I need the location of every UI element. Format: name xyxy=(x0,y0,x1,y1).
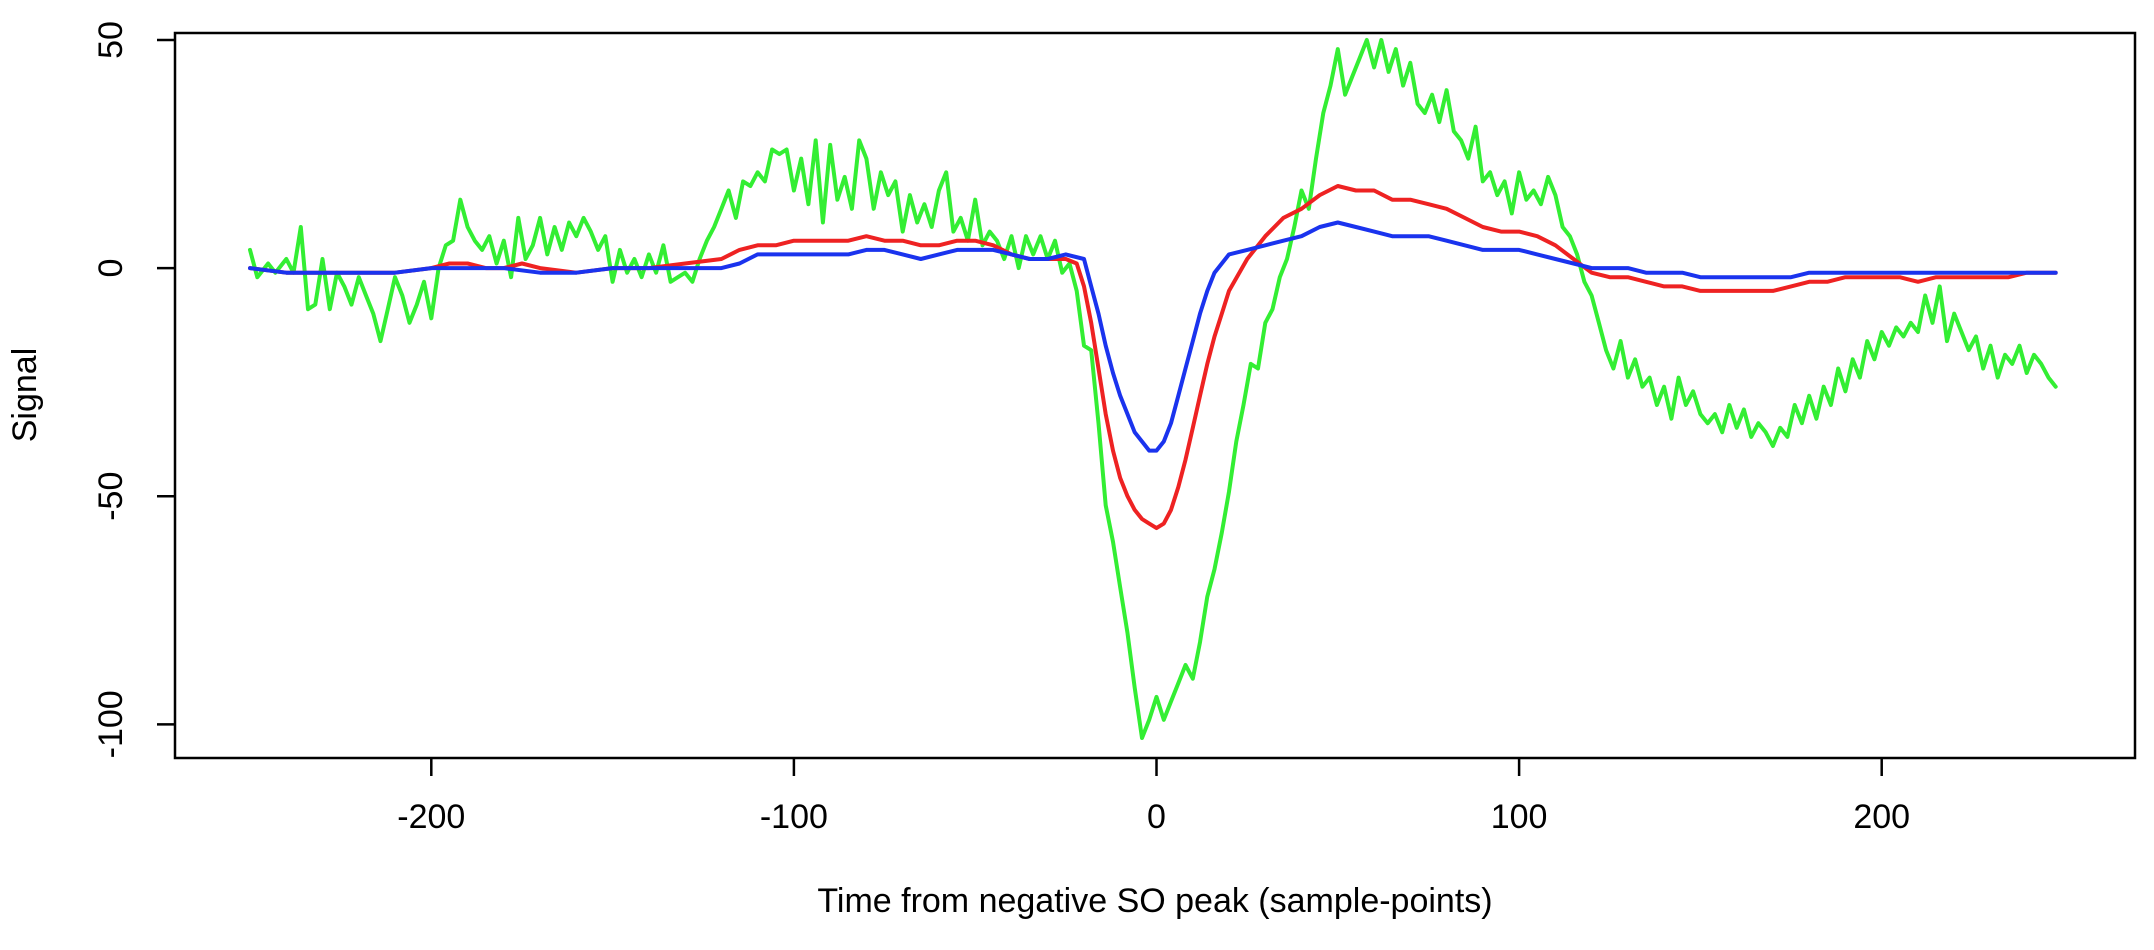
y-axis: 50 0 -50 -100 xyxy=(92,21,175,758)
y-tick-label: 50 xyxy=(92,21,130,59)
y-tick-label: -50 xyxy=(92,472,130,521)
x-tick-label: 0 xyxy=(1147,798,1166,836)
x-axis-title: Time from negative SO peak (sample-point… xyxy=(817,882,1492,920)
y-tick-label: -100 xyxy=(92,690,130,758)
x-tick-label: -200 xyxy=(397,798,465,836)
x-tick-label: 200 xyxy=(1853,798,1910,836)
series-line-green xyxy=(248,38,2058,740)
plot-frame xyxy=(173,31,2137,760)
series-layer xyxy=(248,38,2058,740)
series-line-blue xyxy=(248,220,2058,453)
series-line-red xyxy=(248,184,2058,531)
y-axis-title: Signal xyxy=(6,348,44,443)
x-tick-label: -100 xyxy=(760,798,828,836)
x-tick-label: 100 xyxy=(1491,798,1548,836)
y-tick-label: 0 xyxy=(92,259,130,278)
x-axis: -200 -100 0 100 200 xyxy=(397,758,1910,836)
